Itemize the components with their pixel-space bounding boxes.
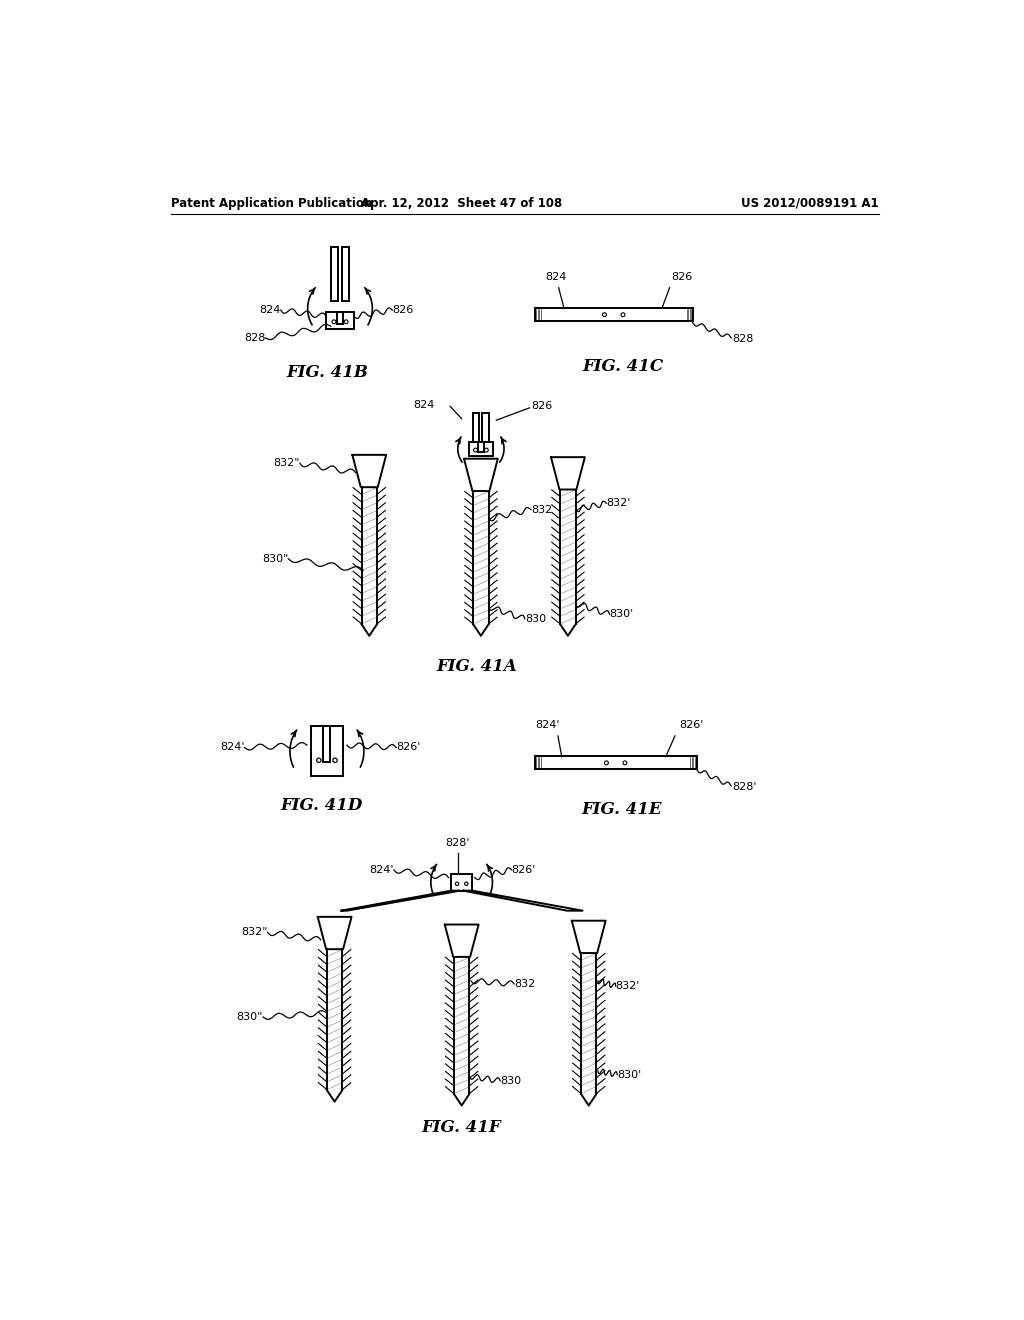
- Text: 824: 824: [546, 272, 567, 281]
- Bar: [324, 726, 331, 763]
- Text: FIG. 41A: FIG. 41A: [436, 659, 517, 675]
- Bar: [451, 874, 472, 891]
- Text: FIG. 41F: FIG. 41F: [422, 1118, 502, 1135]
- Text: 824': 824': [536, 719, 560, 730]
- Text: 826': 826': [512, 865, 537, 875]
- Text: FIG. 41E: FIG. 41E: [582, 800, 663, 817]
- Text: 830': 830': [617, 1069, 641, 1080]
- Text: US 2012/0089191 A1: US 2012/0089191 A1: [741, 197, 879, 210]
- Bar: [478, 442, 484, 453]
- Text: 826: 826: [671, 272, 692, 281]
- Text: FIG. 41D: FIG. 41D: [281, 797, 362, 813]
- Bar: [326, 312, 354, 329]
- Text: FIG. 41C: FIG. 41C: [583, 358, 664, 375]
- Bar: [535, 756, 696, 770]
- Text: 830: 830: [524, 614, 546, 624]
- Text: Patent Application Publication: Patent Application Publication: [171, 197, 372, 210]
- Text: 824': 824': [220, 742, 245, 752]
- Text: 828': 828': [733, 783, 757, 792]
- Text: 832': 832': [606, 499, 631, 508]
- Text: 824: 824: [259, 305, 281, 315]
- Text: 824': 824': [370, 865, 394, 875]
- Text: 828: 828: [244, 333, 265, 343]
- Text: 826': 826': [679, 719, 703, 730]
- Text: 824: 824: [414, 400, 435, 409]
- Text: 826: 826: [392, 305, 414, 315]
- Text: 828': 828': [445, 838, 470, 847]
- Text: 832": 832": [273, 458, 300, 469]
- Text: 832: 832: [531, 504, 552, 515]
- Text: FIG. 41B: FIG. 41B: [286, 364, 368, 381]
- Bar: [337, 312, 343, 325]
- Bar: [535, 308, 692, 321]
- Text: 830": 830": [262, 554, 289, 564]
- Text: 832: 832: [514, 979, 536, 989]
- Text: 830": 830": [237, 1012, 263, 1022]
- Text: Apr. 12, 2012  Sheet 47 of 108: Apr. 12, 2012 Sheet 47 of 108: [361, 197, 562, 210]
- Text: 826: 826: [531, 401, 552, 412]
- Bar: [310, 726, 343, 776]
- Text: 832": 832": [241, 927, 267, 937]
- Text: 830: 830: [500, 1076, 521, 1086]
- Text: 826': 826': [396, 742, 421, 752]
- Text: 828: 828: [733, 334, 754, 345]
- Bar: [469, 442, 494, 455]
- Text: 830': 830': [609, 610, 634, 619]
- Text: 832': 832': [615, 981, 640, 991]
